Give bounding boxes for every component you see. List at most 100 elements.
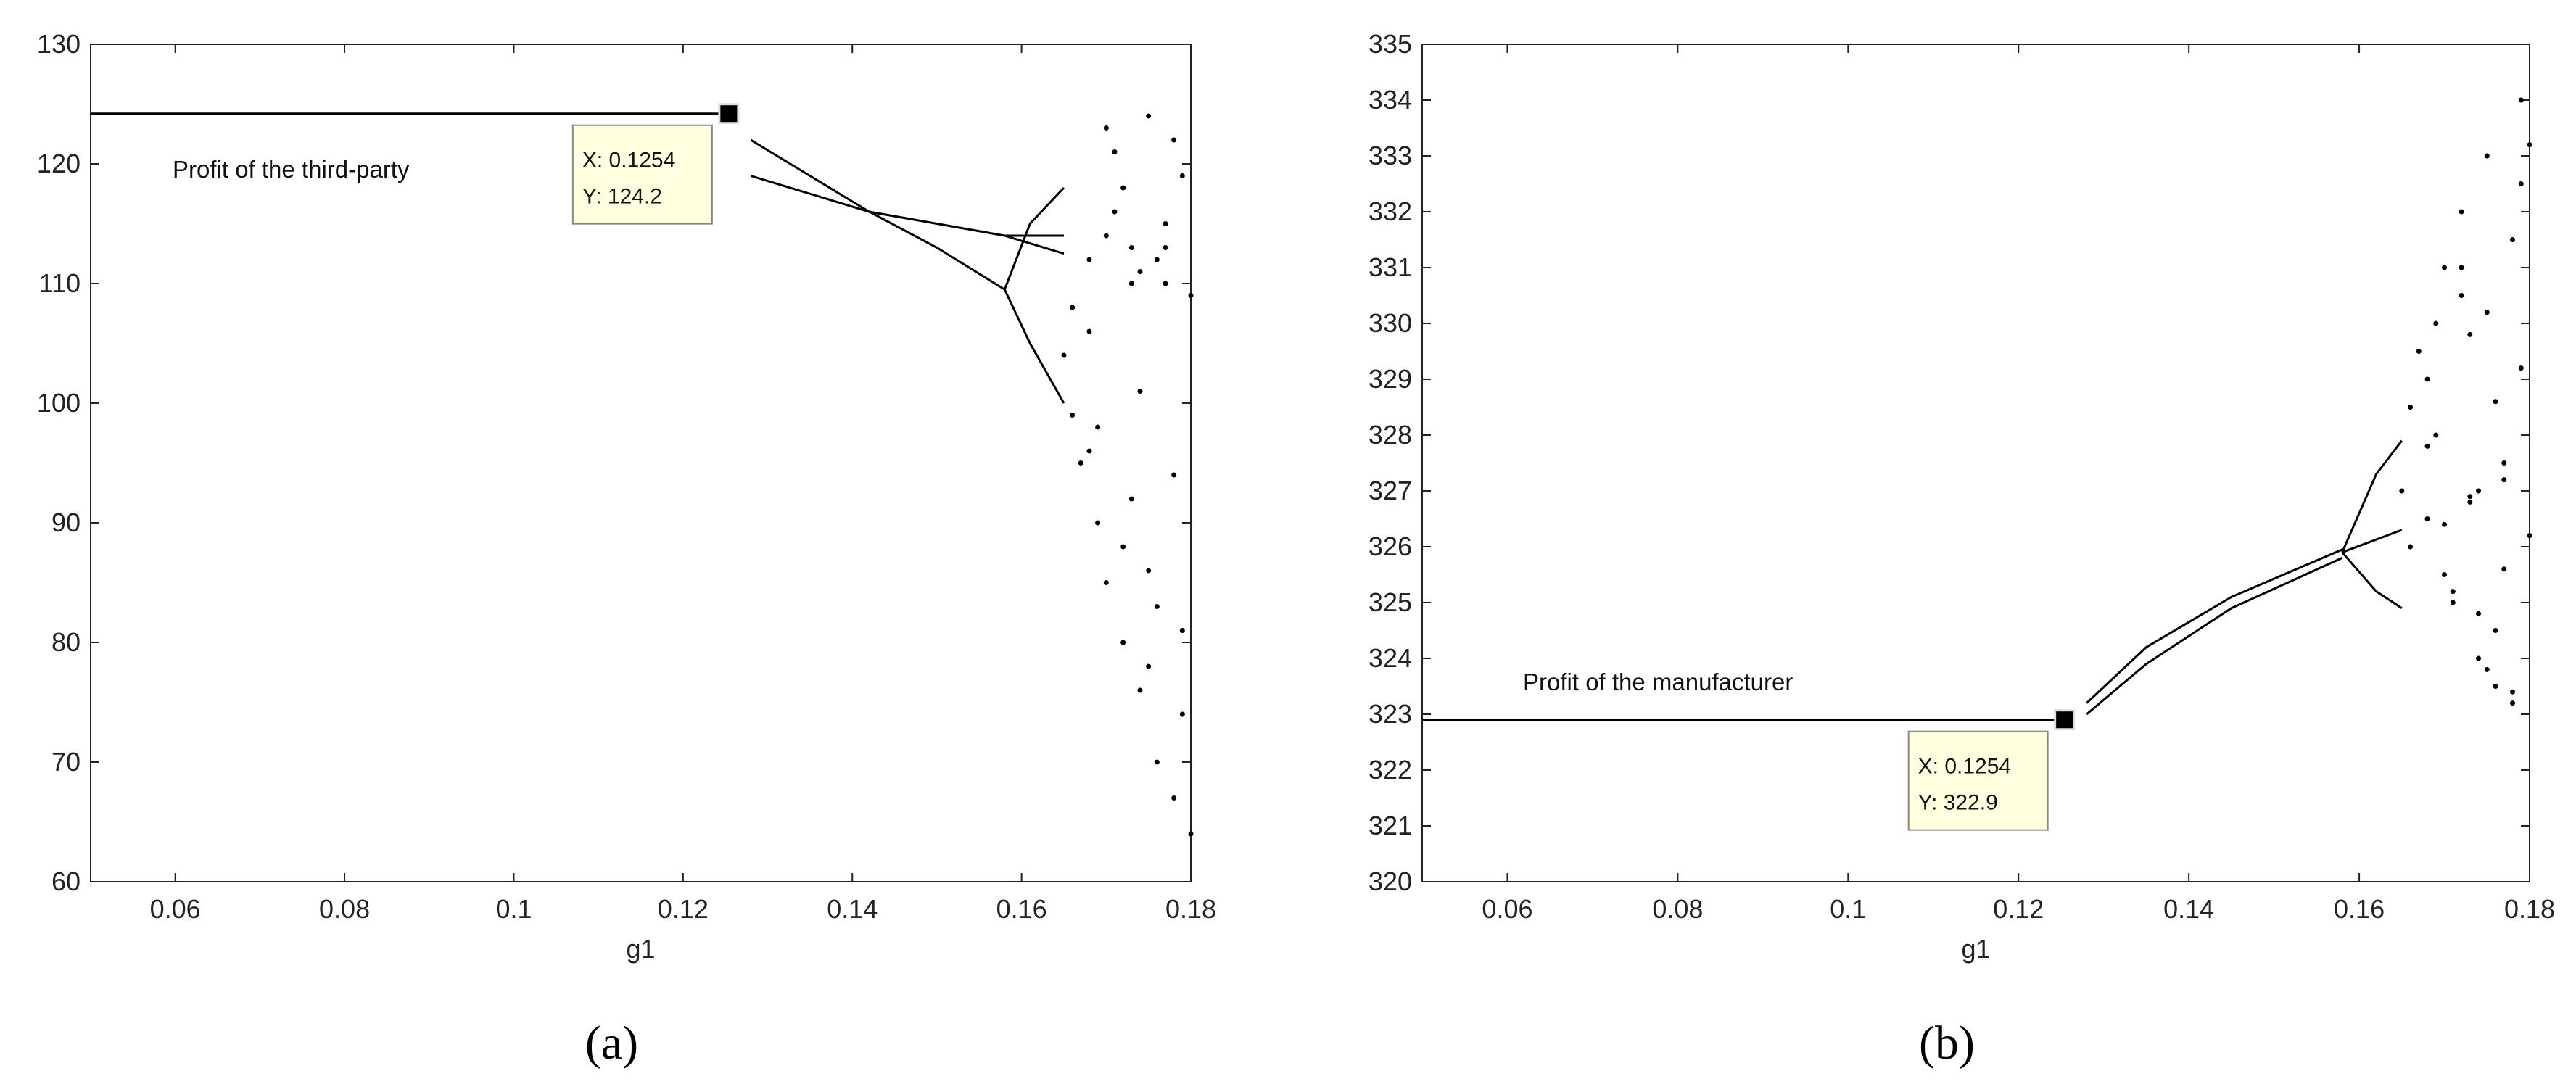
x-tick-label: 0.14 (827, 894, 878, 924)
orbit-point (1146, 663, 1152, 669)
orbit-point (2467, 494, 2473, 500)
orbit-point (1078, 460, 1083, 466)
y-tick-label: 330 (1368, 308, 1412, 338)
orbit-point (1128, 281, 1134, 286)
orbit-point (1095, 424, 1101, 430)
orbit-point (1137, 687, 1143, 693)
orbit-point (1086, 257, 1092, 262)
x-tick-label: 0.14 (2163, 894, 2214, 924)
orbit-point (1070, 305, 1076, 310)
bifurcation-branch (1003, 289, 1065, 404)
datatip-marker (2054, 709, 2076, 731)
x-axis-label: g1 (626, 934, 655, 964)
orbit-point (1163, 245, 1168, 250)
y-tick-label: 60 (51, 866, 80, 896)
datatip-x: X: 0.1254 (582, 149, 675, 173)
x-tick-label: 0.12 (1993, 894, 2044, 924)
orbit-point (2501, 566, 2507, 572)
x-tick-label: 0.18 (1165, 894, 1216, 924)
orbit-point (1086, 328, 1092, 334)
orbit-point (2518, 97, 2524, 103)
panel-label: (b) (1919, 1017, 1975, 1070)
orbit-point (1061, 352, 1067, 358)
orbit-point (1154, 759, 1160, 765)
orbit-point (2467, 499, 2473, 505)
orbit-point (2433, 432, 2439, 438)
orbit-point (2493, 628, 2498, 633)
orbit-point (2484, 153, 2490, 159)
y-tick-label: 322 (1368, 755, 1412, 785)
orbit-point (2424, 376, 2430, 382)
orbit-point (1112, 149, 1118, 154)
y-tick-label: 100 (37, 388, 80, 418)
orbit-point (2408, 405, 2414, 410)
orbit-point (1163, 281, 1168, 286)
orbit-point (1171, 795, 1177, 801)
x-tick-label: 0.16 (2334, 894, 2385, 924)
y-tick-label: 332 (1368, 197, 1412, 226)
orbit-point (2442, 521, 2448, 527)
orbit-point (1188, 293, 1194, 298)
orbit-point (2501, 460, 2507, 466)
y-tick-label: 324 (1368, 643, 1412, 673)
orbit-point (1128, 496, 1134, 502)
orbit-point (2501, 477, 2507, 483)
y-tick-label: 335 (1368, 29, 1412, 59)
y-tick-label: 333 (1368, 141, 1412, 170)
orbit-point (1070, 413, 1076, 418)
orbit-point (1154, 257, 1160, 262)
orbit-point (2459, 209, 2464, 215)
orbit-point (1146, 113, 1152, 119)
orbit-point (2510, 700, 2516, 706)
datatip-y: Y: 322.9 (1918, 791, 1998, 815)
orbit-point (2527, 533, 2532, 539)
x-tick-label: 0.1 (1830, 894, 1866, 924)
y-tick-label: 320 (1368, 866, 1412, 896)
bifurcation-branch (750, 175, 1005, 237)
x-tick-label: 0.1 (495, 894, 532, 924)
datatip-y: Y: 124.2 (582, 185, 662, 209)
bifurcation-branch (1003, 186, 1065, 290)
x-axis-label: g1 (1961, 934, 1990, 964)
orbit-point (2493, 399, 2498, 405)
x-tick-label: 0.06 (1482, 894, 1532, 924)
orbit-point (2467, 331, 2473, 337)
panel: 60 70 80 90 100 110 120 130 0.06 0.08 0.1 0.12 0.14 0… (37, 29, 1216, 1070)
y-tick-label: 328 (1368, 420, 1412, 450)
orbit-point (2527, 142, 2532, 148)
orbit-point (1120, 544, 1126, 550)
bifurcation-branch (1004, 234, 1065, 255)
orbit-point (2493, 684, 2498, 689)
orbit-point (1103, 233, 1109, 239)
y-tick-label: 80 (51, 627, 80, 657)
orbit-point (2518, 365, 2524, 371)
y-tick-label: 321 (1368, 811, 1412, 840)
orbit-point (2484, 310, 2490, 315)
y-tick-label: 90 (51, 508, 80, 537)
bifurcation-branch (2341, 439, 2403, 553)
orbit-point (1179, 628, 1185, 633)
orbit-point (2484, 666, 2490, 672)
datatip-box (571, 124, 713, 225)
y-tick-label: 70 (51, 747, 80, 777)
y-tick-label: 130 (37, 29, 80, 59)
x-tick-label: 0.12 (658, 894, 709, 924)
orbit-point (1179, 173, 1185, 178)
orbit-point (1171, 472, 1177, 478)
orbit-point (2433, 320, 2439, 326)
orbit-point (2518, 181, 2524, 186)
y-tick-label: 120 (37, 149, 80, 178)
orbit-point (1112, 209, 1118, 215)
orbit-point (2450, 600, 2456, 605)
orbit-point (1095, 520, 1101, 526)
datatip-marker (718, 103, 740, 125)
y-tick-label: 334 (1368, 85, 1412, 115)
orbit-point (2424, 443, 2430, 449)
orbit-point (2442, 265, 2448, 270)
annotation: Profit of the manufacturer (1523, 669, 1793, 695)
y-tick-label: 329 (1368, 364, 1412, 394)
y-tick-label: 325 (1368, 587, 1412, 617)
datatip-box (1907, 730, 2049, 831)
